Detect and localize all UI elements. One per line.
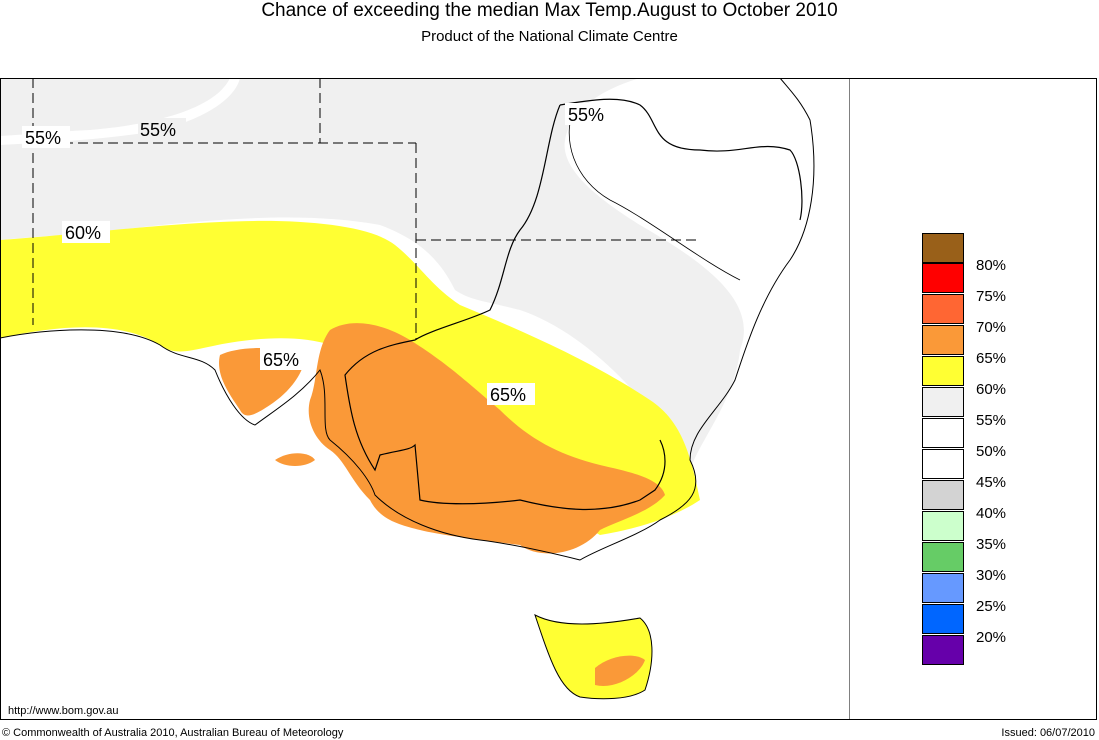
legend-label-50: 50%: [976, 443, 1007, 460]
legend-label-35: 35%: [976, 536, 1007, 553]
contour-labels: 55% 55% 55% 60% 65% 65%: [22, 103, 613, 405]
coastline: [0, 78, 815, 561]
forecast-map: 55% 55% 55% 60% 65% 65%: [0, 78, 850, 720]
contour-label-55-east: 55%: [568, 105, 604, 125]
legend-swatch: [922, 294, 964, 324]
legend-swatch: [922, 635, 964, 665]
legend-label-30: 30%: [976, 567, 1007, 584]
legend-swatch: [922, 604, 964, 634]
contour-label-60: 60%: [65, 223, 101, 243]
legend-label-25: 25%: [976, 598, 1007, 615]
zone-65-percent-central: [308, 323, 665, 554]
legend-label-65: 65%: [976, 350, 1007, 367]
legend-swatch: [922, 387, 964, 417]
contour-label-55-west: 55%: [25, 128, 61, 148]
zone-65-percent-island: [275, 453, 315, 466]
contour-label-65-west: 65%: [263, 350, 299, 370]
legend-swatch: [922, 542, 964, 572]
zone-55-percent: [0, 78, 230, 136]
legend-label-70: 70%: [976, 319, 1007, 336]
legend-label-55: 55%: [976, 412, 1007, 429]
legend-label-60: 60%: [976, 381, 1007, 398]
contour-label-65-east: 65%: [490, 385, 526, 405]
copyright-notice: © Commonwealth of Australia 2010, Austra…: [2, 727, 344, 739]
legend-swatch: [922, 480, 964, 510]
legend-swatch: [922, 233, 964, 263]
map-frame: [0, 78, 1097, 720]
legend-label-80: 80%: [976, 257, 1007, 274]
zone-65-percent-tasmania: [595, 655, 645, 686]
legend-swatch: [922, 263, 964, 293]
legend-label-75: 75%: [976, 288, 1007, 305]
map-title: Chance of exceeding the median Max Temp.…: [261, 0, 838, 21]
legend-swatch: [922, 449, 964, 479]
legend-label-40: 40%: [976, 505, 1007, 522]
contour-label-55-central: 55%: [140, 120, 176, 140]
zone-55-percent-north: [0, 78, 744, 470]
source-url[interactable]: http://www.bom.gov.au: [8, 705, 119, 717]
legend-swatch: [922, 511, 964, 541]
issued-date: Issued: 06/07/2010: [1001, 727, 1095, 739]
legend-swatch: [922, 418, 964, 448]
map-subtitle: Product of the National Climate Centre: [421, 28, 678, 45]
legend-label-20: 20%: [976, 629, 1007, 646]
legend-swatch: [922, 325, 964, 355]
legend-swatch: [922, 356, 964, 386]
legend-swatch: [922, 573, 964, 603]
state-border-qld: [559, 98, 803, 221]
map-gridlines: [32, 78, 700, 340]
legend-label-45: 45%: [976, 474, 1007, 491]
state-border-sa-nsw-vic: [344, 104, 666, 511]
contour-55-east: [568, 104, 741, 281]
